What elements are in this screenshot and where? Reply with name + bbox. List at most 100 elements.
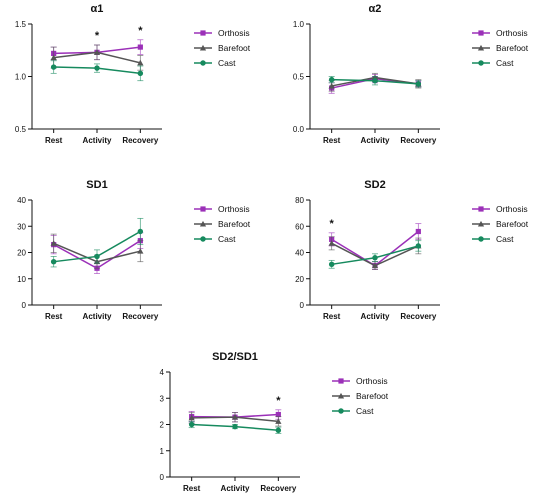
y-tick-label: 0 xyxy=(22,301,27,310)
legend-marker xyxy=(477,44,485,51)
data-point xyxy=(415,228,421,235)
y-tick-label: 0 xyxy=(300,301,305,310)
y-tick-label: 60 xyxy=(295,222,304,231)
legend-label: Cast xyxy=(356,406,374,416)
y-tick-label: 20 xyxy=(295,275,304,284)
chart-title: SD2 xyxy=(364,179,385,191)
y-tick-label: 0.5 xyxy=(293,73,305,82)
chart-3: SD2 0 20 40 60 80 Rest Activity Recovery * Orthosi… xyxy=(295,179,529,321)
data-point xyxy=(50,64,57,70)
data-point xyxy=(93,49,101,55)
legend-label: Cast xyxy=(218,234,236,244)
legend-marker xyxy=(338,378,344,384)
data-point xyxy=(275,418,282,424)
legend-label: Barefoot xyxy=(496,219,529,229)
legend-label: Orthosis xyxy=(496,28,528,38)
legend-label: Orthosis xyxy=(218,204,250,214)
legend-marker xyxy=(200,206,206,212)
y-tick-label: 20 xyxy=(17,249,26,258)
x-tick-label: Rest xyxy=(183,484,201,493)
x-tick-label: Activity xyxy=(361,136,390,145)
chart-4: SD2/SD1 0 1 2 3 4 Rest Activity Recovery * Orthosi… xyxy=(160,351,389,493)
data-point xyxy=(137,70,144,77)
y-tick-label: 1.0 xyxy=(15,73,27,82)
legend-marker xyxy=(200,30,206,36)
y-tick-label: 40 xyxy=(17,196,26,205)
y-tick-label: 1.5 xyxy=(15,20,27,29)
legend-label: Cast xyxy=(496,234,514,244)
x-tick-label: Activity xyxy=(221,484,250,493)
chart-1: α2 0.0 0.5 1.0 Rest Activity Recovery Orthosis B… xyxy=(293,3,529,145)
chart-0: α1 0.5 1.0 1.5 Rest Activity Recovery * * Orthosi… xyxy=(15,3,251,145)
x-tick-label: Recovery xyxy=(400,136,437,145)
chart-title: SD1 xyxy=(86,179,107,191)
y-tick-label: 10 xyxy=(17,275,26,284)
y-tick-label: 3 xyxy=(160,394,165,403)
data-point xyxy=(137,59,144,66)
data-point xyxy=(372,77,378,84)
y-tick-label: 2 xyxy=(160,421,165,430)
y-tick-label: 80 xyxy=(295,196,304,205)
data-point xyxy=(328,240,335,246)
legend-marker xyxy=(199,44,207,51)
data-point xyxy=(94,253,100,260)
y-tick-label: 4 xyxy=(160,368,165,377)
data-point xyxy=(137,44,143,50)
legend-label: Orthosis xyxy=(496,204,528,214)
legend-label: Barefoot xyxy=(218,219,251,229)
chart-2: SD1 0 10 20 30 40 Rest Activity Recovery Orthosis… xyxy=(17,179,251,321)
y-tick-label: 30 xyxy=(17,222,26,231)
chart-title: SD2/SD1 xyxy=(212,351,258,363)
data-point xyxy=(50,240,57,246)
significance-marker: * xyxy=(276,395,281,407)
legend-label: Cast xyxy=(496,58,514,68)
legend-marker xyxy=(199,220,207,227)
x-tick-label: Rest xyxy=(323,312,341,321)
y-tick-label: 1 xyxy=(160,447,165,456)
data-point xyxy=(50,258,57,265)
chart-title: α2 xyxy=(369,3,382,15)
data-point xyxy=(137,248,144,254)
data-point xyxy=(50,54,57,61)
data-point xyxy=(232,423,238,430)
data-point xyxy=(231,414,239,420)
legend-marker xyxy=(478,30,484,36)
significance-marker: * xyxy=(95,30,100,42)
legend-marker xyxy=(338,408,344,414)
legend-marker xyxy=(337,392,345,399)
x-tick-label: Rest xyxy=(323,136,341,145)
data-point xyxy=(415,243,422,249)
significance-marker: * xyxy=(330,218,335,230)
data-point xyxy=(188,421,195,428)
x-tick-label: Activity xyxy=(83,136,112,145)
legend-marker xyxy=(478,60,484,66)
data-point xyxy=(372,255,378,261)
data-point xyxy=(328,76,335,83)
data-point xyxy=(188,414,195,421)
chart-title: α1 xyxy=(91,3,104,15)
data-point xyxy=(137,228,144,235)
x-tick-label: Recovery xyxy=(400,312,437,321)
y-tick-label: 40 xyxy=(295,249,304,258)
legend-marker xyxy=(477,220,485,227)
data-point xyxy=(328,261,335,268)
data-point xyxy=(328,82,335,89)
legend-label: Barefoot xyxy=(496,43,529,53)
x-tick-label: Recovery xyxy=(260,484,297,493)
data-point xyxy=(415,81,422,87)
y-tick-label: 1.0 xyxy=(293,20,305,29)
x-tick-label: Rest xyxy=(45,136,63,145)
legend-marker xyxy=(200,236,206,242)
legend-marker xyxy=(478,236,484,242)
data-point xyxy=(94,65,100,71)
legend-label: Orthosis xyxy=(218,28,250,38)
legend-label: Orthosis xyxy=(356,376,388,386)
x-tick-label: Recovery xyxy=(122,136,159,145)
x-tick-label: Activity xyxy=(83,312,112,321)
data-point xyxy=(275,427,282,434)
data-point xyxy=(371,262,379,269)
y-tick-label: 0.5 xyxy=(15,125,27,134)
legend-label: Cast xyxy=(218,58,236,68)
y-tick-label: 0.0 xyxy=(293,125,305,134)
